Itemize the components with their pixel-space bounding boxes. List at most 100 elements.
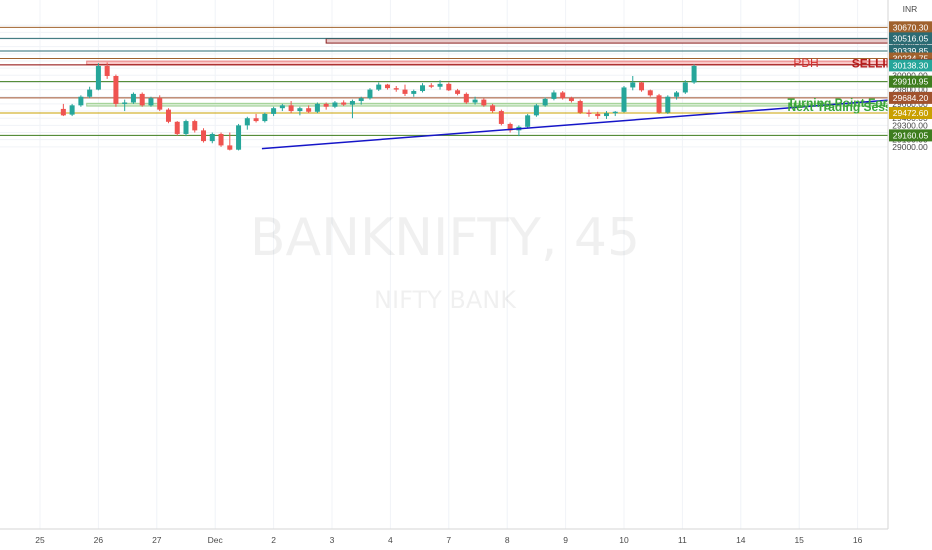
candle-body [332,102,338,107]
candle-body [384,84,390,89]
price-tag-box [889,91,932,104]
x-tick-label: 8 [505,535,510,545]
candle-body [244,118,250,126]
price-tag-label: 30234.75 [893,53,929,63]
candle-body [533,105,539,116]
candle-body [630,82,636,88]
candle-body [621,87,627,112]
price-tag-label: 29684.20 [893,93,929,103]
candle-body [201,130,207,142]
candle-body [157,98,163,110]
price-tag-label: 30516.05 [893,33,929,43]
price-tag-box [889,107,932,120]
zone-rectangle [325,38,932,44]
y-tick-label: 30000.00 [892,70,928,80]
candle-body [595,113,601,117]
x-tick-label: 3 [330,535,335,545]
level-lines [0,26,888,136]
price-tag-box [889,52,932,65]
candle-body [665,96,671,113]
price-tag-box [889,21,932,34]
candle-body [262,113,268,122]
annotation-label: PDH [793,56,818,70]
x-tick-label: 26 [94,535,104,545]
x-tick-label: 10 [619,535,629,545]
price-tag-label: 29472.60 [893,108,929,118]
x-tick-label: 15 [794,535,804,545]
x-axis-ticks: 25 26 27 Dec 2 3 4 7 8 9 10 11 14 15 16 [35,535,862,545]
candle-body [174,121,180,134]
x-tick-label: 7 [446,535,451,545]
candle-body [104,65,110,77]
candle-body [525,115,531,127]
trendline-group [261,96,932,150]
candle-body [95,65,101,90]
candle-body [551,92,557,99]
candle-body [603,113,609,117]
candle-body [314,103,320,112]
x-tick-label: 14 [736,535,746,545]
candle-body [455,90,461,94]
candle-body [656,95,662,113]
candle-body [367,89,373,99]
price-tags: 30670.3030516.0530339.8530234.7530146.30… [889,21,932,142]
candles [60,62,697,151]
candle-body [183,121,189,134]
currency-label: INR [903,4,918,14]
candle-body [437,83,443,87]
x-tick-label: 27 [152,535,162,545]
annotation-label: Next Trading Session [788,100,910,114]
candle-body [60,108,66,116]
candle-body [411,91,417,94]
candle-body [271,108,277,114]
candle-body [428,85,434,87]
y-tick-label: 29800.00 [892,85,928,95]
price-tag-label: 30339.85 [893,46,929,56]
candle-body [402,89,408,94]
candle-body [376,84,382,90]
candle-body [639,82,645,91]
watermark-name: NIFTY BANK [374,286,517,314]
candle-body [253,118,259,122]
candle-body [297,108,303,112]
gridlines [0,0,888,529]
candle-body [507,123,513,131]
candle-body [209,133,215,142]
candle-body [323,103,329,107]
candle-body [165,109,171,122]
x-tick-label: 2 [271,535,276,545]
y-tick-label: 29300.00 [892,120,928,130]
price-tag-label: 30138.30 [893,60,929,70]
price-tag-box [889,129,932,142]
x-tick-label: 9 [563,535,568,545]
candle-body [577,101,583,113]
candle-body [446,83,452,91]
candle-body [87,89,93,97]
candle-body [472,99,478,103]
candle-body [542,98,548,106]
candle-body [691,65,697,83]
candle-body [306,108,312,112]
x-tick-label: 4 [388,535,393,545]
candle-body [69,105,75,115]
watermark: BANKNIFTY, 45 NIFTY BANK [250,208,640,314]
candle-body [78,96,84,106]
candle-body [236,125,242,150]
y-tick-label: 29000.00 [892,142,928,152]
candle-body [192,121,198,131]
candle-body [393,88,399,90]
candle-body [122,102,128,104]
candle-body [349,101,355,105]
candle-body [682,82,688,93]
candle-body [420,85,426,92]
annotation-label: Turning Point For [788,96,888,110]
y-tick-label: 29600.00 [892,99,928,109]
candle-body [130,93,136,103]
price-tag-label: 29910.95 [893,77,929,87]
watermark-symbol: BANKNIFTY, 45 [250,208,640,268]
trendline [261,96,932,150]
candle-body [647,90,653,96]
